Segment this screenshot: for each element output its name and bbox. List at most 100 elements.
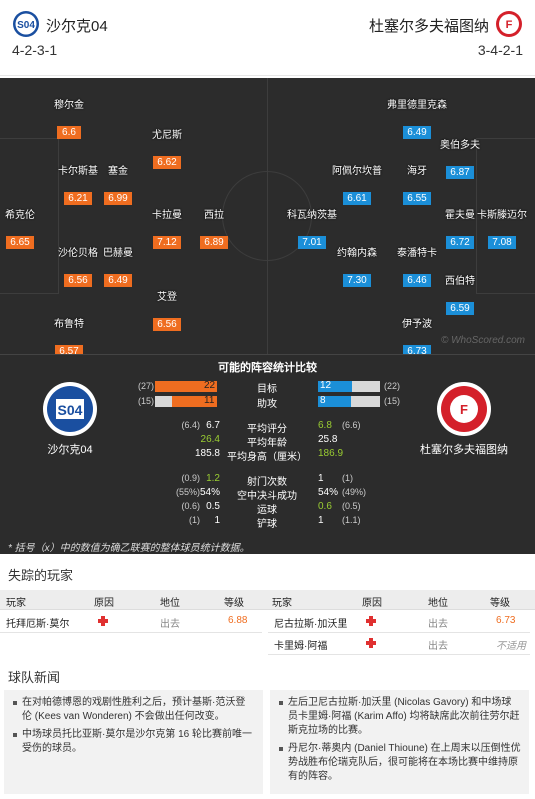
player-name[interactable]: 塞金 <box>108 166 128 177</box>
away-stat-value: 25.8 <box>318 434 338 445</box>
home-player[interactable]: 塞金 6.99 <box>73 162 163 205</box>
missing-player-rating: 6.88 <box>228 615 248 626</box>
fortuna-crest-icon: F <box>437 382 491 436</box>
away-news-box: 左后卫尼古拉斯·加沃里 (Nicolas Gavory) 和中场球员卡里姆·阿福… <box>270 690 529 794</box>
player-rating: 6.55 <box>403 192 431 205</box>
away-player[interactable]: 约翰内森 7.30 <box>312 244 402 287</box>
missing-players-title: 失踪的玩家 <box>8 568 74 583</box>
stat-label: 助攻 <box>257 399 277 410</box>
player-name[interactable]: 沙伦贝格 <box>58 248 98 259</box>
news-item: 丹尼尔·蒂奥内 (Daniel Thioune) 在上周末以压倒性优势战胜布伦瑞… <box>279 743 521 782</box>
away-player[interactable]: 阿佩尔坎普 6.61 <box>312 162 402 205</box>
row-divider <box>0 632 262 633</box>
injury-icon <box>366 616 376 626</box>
player-name[interactable]: 泰潘特卡 <box>397 248 437 259</box>
player-rating: 6.61 <box>343 192 371 205</box>
player-name[interactable]: 奥伯多夫 <box>440 140 480 151</box>
news-item: 在对帕德博恩的戏剧性胜利之后，预计基斯·范沃登伦 (Kees van Wonde… <box>13 696 255 724</box>
player-name[interactable]: 艾登 <box>157 292 177 303</box>
fortuna-logo-icon[interactable]: F <box>495 10 523 38</box>
home-player[interactable]: 尤尼斯 6.62 <box>122 126 212 169</box>
player-name[interactable]: 弗里德里克森 <box>387 100 447 111</box>
player-rating: 6.59 <box>446 302 474 315</box>
player-rating: 6.56 <box>64 274 92 287</box>
home-team-name[interactable]: 沙尔克04 <box>46 18 108 35</box>
away-prev-value: (1.1) <box>342 515 361 525</box>
player-name[interactable]: 巴赫曼 <box>103 248 133 259</box>
home-player[interactable]: 沙伦贝格 6.56 <box>33 244 123 287</box>
player-rating: 7.12 <box>153 236 181 249</box>
home-bar-value: 22 <box>204 380 216 391</box>
player-rating: 7.08 <box>488 236 516 249</box>
missing-player-name[interactable]: 尼古拉斯·加沃里 <box>274 619 348 630</box>
away-player[interactable]: 海牙 6.55 <box>372 162 462 205</box>
player-rating: 6.65 <box>6 236 34 249</box>
player-name[interactable]: 约翰内森 <box>337 248 377 259</box>
player-name[interactable]: 霍夫曼 <box>445 210 475 221</box>
home-stat-value: 1 <box>214 515 220 526</box>
header-player: 玩家 <box>6 598 26 609</box>
away-player[interactable]: 伊予波 6.73 <box>372 315 462 354</box>
player-rating: 6.99 <box>104 192 132 205</box>
missing-player-name[interactable]: 托拜厄斯·莫尔 <box>6 619 70 630</box>
player-name[interactable]: 卡尔斯基 <box>58 166 98 177</box>
home-player[interactable]: 艾登 6.56 <box>122 288 212 331</box>
player-name[interactable]: 穆尔金 <box>54 100 84 111</box>
player-rating: 6.73 <box>403 345 431 354</box>
missing-player-rating: 不适用 <box>496 641 526 652</box>
away-team-name[interactable]: 杜塞尔多夫福图纳 <box>368 18 489 35</box>
player-name[interactable]: 科瓦纳茨基 <box>287 210 337 221</box>
player-name[interactable]: 卡拉曼 <box>152 210 182 221</box>
missing-player-status: 出去 <box>160 619 180 630</box>
away-player[interactable]: 西伯特 6.59 <box>415 272 505 315</box>
stat-label: 目标 <box>257 384 277 395</box>
home-player[interactable]: 卡尔斯基 6.21 <box>33 162 123 205</box>
player-name[interactable]: 伊予波 <box>402 319 432 330</box>
pitch: 穆尔金 6.6 尤尼斯 6.62 卡尔斯基 6.21 塞金 6.99 希克伦 6.65 卡拉曼 7.1… <box>0 78 535 354</box>
home-formation: 4-2-3-1 <box>12 42 58 58</box>
home-stat-value: 26.4 <box>200 434 220 445</box>
away-player[interactable]: 泰潘特卡 6.46 <box>372 244 462 287</box>
schalke-logo-icon[interactable]: S04 <box>12 10 40 38</box>
player-name[interactable]: 海牙 <box>407 166 427 177</box>
home-player[interactable]: 布鲁特 6.57 <box>24 315 114 354</box>
away-player[interactable]: 霍夫曼 6.72 <box>415 206 505 249</box>
home-penalty-box <box>0 138 59 294</box>
home-prev-value: (55%) <box>175 487 200 497</box>
team-news-title: 球队新闻 <box>8 670 61 685</box>
player-name[interactable]: 尤尼斯 <box>152 130 182 141</box>
row-divider <box>268 654 530 655</box>
missing-player-name[interactable]: 卡里姆·阿福 <box>274 641 328 652</box>
home-player[interactable]: 西拉 6.89 <box>169 206 259 249</box>
away-player[interactable]: 弗里德里克森 6.49 <box>372 96 462 139</box>
player-name[interactable]: 西拉 <box>204 210 224 221</box>
player-rating: 6.56 <box>153 318 181 331</box>
player-rating: 6.89 <box>200 236 228 249</box>
home-prev-value: (1) <box>189 515 200 525</box>
away-bar-value: 8 <box>320 395 326 406</box>
header-reason: 原因 <box>94 598 114 609</box>
header-rating: 等级 <box>490 598 510 609</box>
player-name[interactable]: 希克伦 <box>5 210 35 221</box>
stat-label: 铲球 <box>257 519 277 530</box>
home-player[interactable]: 巴赫曼 6.49 <box>73 244 163 287</box>
svg-text:F: F <box>506 19 513 31</box>
away-player[interactable]: 奥伯多夫 6.87 <box>415 136 505 179</box>
away-player[interactable]: 科瓦纳茨基 7.01 <box>267 206 357 249</box>
player-rating: 6.87 <box>446 166 474 179</box>
player-rating: 6.46 <box>403 274 431 287</box>
player-name[interactable]: 西伯特 <box>445 276 475 287</box>
home-player[interactable]: 穆尔金 6.6 <box>24 96 114 139</box>
home-stat-value: 185.8 <box>194 448 220 459</box>
player-name[interactable]: 卡斯滕迈尔 <box>477 210 527 221</box>
home-player[interactable]: 卡拉曼 7.12 <box>122 206 212 249</box>
away-player[interactable]: 卡斯滕迈尔 7.08 <box>457 206 535 249</box>
player-name[interactable]: 阿佩尔坎普 <box>332 166 382 177</box>
center-circle <box>222 171 312 261</box>
away-formation: 3-4-2-1 <box>477 42 523 58</box>
lineup-comparison: 可能的阵容统计比较 S04 沙尔克04 F 杜塞尔多夫福图纳 (27) 22 目标 1… <box>0 354 535 554</box>
home-player[interactable]: 希克伦 6.65 <box>0 206 65 249</box>
player-name[interactable]: 布鲁特 <box>54 319 84 330</box>
away-stat-value: 186.9 <box>318 448 344 459</box>
schalke-crest-icon: S04 <box>43 382 97 436</box>
